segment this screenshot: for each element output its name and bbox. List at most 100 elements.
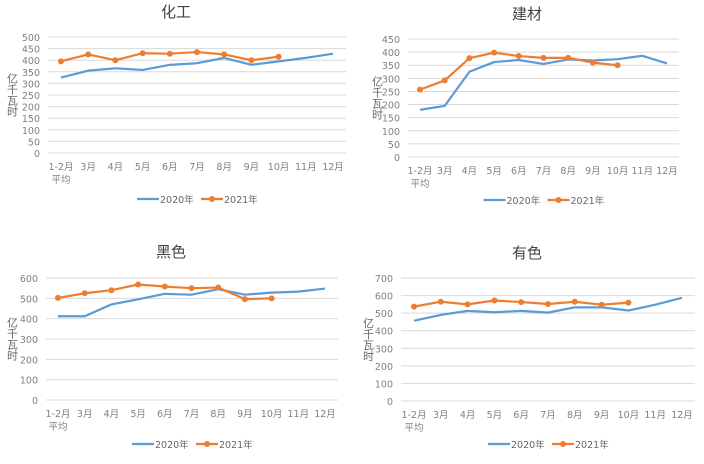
y-tick-label: 500 — [20, 294, 38, 305]
y-tick-label: 200 — [20, 355, 38, 366]
y-tick-label: 150 — [382, 114, 400, 125]
data-point — [248, 57, 255, 64]
x-tick-label: 11月 — [632, 166, 654, 177]
x-tick-label: 11月 — [288, 409, 310, 420]
data-point — [466, 55, 473, 62]
x-tick-label: 10月 — [268, 162, 290, 173]
x-tick-label: 4月 — [460, 410, 476, 421]
y-tick-label: 350 — [22, 68, 40, 79]
x-tick-label: 5月 — [487, 410, 503, 421]
data-point — [464, 301, 471, 308]
chart-4: 有色 0 100 200 300 400 500 600 700 亿千瓦时 1-2月平均 3月 4月 5月… — [362, 244, 695, 451]
x-tick-label: 4月 — [462, 166, 478, 177]
y-axis-label: 亿千瓦时 — [362, 317, 375, 361]
x-tick-label: 6月 — [157, 409, 173, 420]
x-tick-label: 1-2月平均 — [48, 162, 73, 186]
x-tick-label: 6月 — [513, 410, 529, 421]
x-tick-label: 1-2月平均 — [407, 166, 432, 190]
legend-label: 2020年 — [160, 194, 194, 206]
data-point — [81, 290, 88, 297]
y-tick-label: 200 — [375, 362, 393, 373]
y-tick-label: 150 — [22, 114, 40, 125]
x-tick-label: 5月 — [130, 409, 146, 420]
y-tick-label: 400 — [20, 315, 38, 326]
data-point — [437, 298, 444, 305]
data-point — [221, 51, 228, 58]
x-tick-label: 8月 — [210, 409, 226, 420]
x-tick-label: 1-2月平均 — [45, 409, 70, 433]
data-point — [85, 51, 92, 58]
y-tick-label: 50 — [28, 137, 40, 148]
x-tick-label: 11月 — [295, 162, 317, 173]
legend-marker — [204, 441, 210, 447]
x-tick-label: 7月 — [184, 409, 200, 420]
legend-label: 2021年 — [219, 439, 253, 451]
legend-label: 2021年 — [224, 194, 258, 206]
data-point — [139, 50, 146, 57]
data-point — [268, 295, 275, 302]
data-point — [112, 57, 119, 64]
y-tick-label: 50 — [388, 140, 400, 151]
y-tick-label: 0 — [32, 396, 38, 407]
data-point — [275, 53, 282, 60]
data-point — [491, 49, 498, 56]
legend-label: 2020年 — [507, 195, 541, 207]
series-line-2020年 — [58, 287, 326, 318]
x-tick-label: 8月 — [567, 410, 583, 421]
chart-title: 化工 — [161, 3, 191, 21]
x-tick-label: 9月 — [594, 410, 610, 421]
x-tick-label: 12月 — [314, 409, 336, 420]
legend-label: 2020年 — [155, 439, 189, 451]
data-point — [161, 283, 168, 290]
data-point — [441, 77, 448, 84]
x-tick-label: 5月 — [135, 162, 151, 173]
y-tick-label: 0 — [387, 397, 393, 408]
x-tick-label: 6月 — [511, 166, 527, 177]
data-point — [614, 62, 621, 69]
chart-2: 建材 0 50 100 150 200 250 300 350 400 450 亿千瓦时 1-2月平均 3… — [371, 5, 679, 207]
x-tick-label: 7月 — [536, 166, 552, 177]
x-tick-label: 10月 — [607, 166, 629, 177]
data-point — [411, 303, 417, 310]
x-tick-label: 12月 — [671, 410, 693, 421]
y-tick-label: 450 — [382, 35, 400, 46]
y-tick-label: 300 — [22, 79, 40, 90]
y-tick-label: 100 — [20, 376, 38, 387]
x-tick-label: 10月 — [261, 409, 283, 420]
x-tick-label: 7月 — [189, 162, 205, 173]
data-point — [571, 298, 578, 305]
x-tick-label: 9月 — [244, 162, 260, 173]
y-tick-label: 500 — [375, 309, 393, 320]
y-tick-label: 700 — [375, 274, 393, 285]
y-tick-label: 300 — [382, 74, 400, 85]
y-tick-label: 450 — [22, 45, 40, 56]
series-line-2020年 — [60, 52, 334, 79]
y-tick-label: 300 — [375, 344, 393, 355]
data-point — [188, 285, 195, 292]
y-axis-label: 亿千瓦时 — [6, 317, 19, 361]
y-tick-label: 0 — [34, 149, 40, 160]
y-tick-label: 300 — [20, 335, 38, 346]
y-tick-label: 200 — [22, 103, 40, 114]
y-tick-label: 250 — [382, 87, 400, 98]
data-point — [241, 296, 248, 303]
y-tick-label: 400 — [382, 48, 400, 59]
y-tick-label: 250 — [22, 91, 40, 102]
chart-3: 黑色 0 100 200 300 400 500 600 亿千瓦时 1-2月平均 3月 4月 5月 6月 7… — [6, 243, 338, 451]
chart-title: 建材 — [512, 5, 542, 23]
y-tick-label: 600 — [20, 274, 38, 285]
chart-title: 黑色 — [156, 243, 186, 261]
data-point — [215, 284, 222, 291]
data-point — [515, 53, 522, 60]
y-tick-label: 100 — [22, 126, 40, 137]
data-point — [589, 59, 596, 66]
x-tick-label: 12月 — [322, 162, 344, 173]
data-point — [194, 49, 200, 56]
x-tick-label: 4月 — [104, 409, 120, 420]
legend-marker — [209, 196, 215, 202]
y-tick-label: 400 — [375, 327, 393, 338]
x-tick-label: 5月 — [486, 166, 502, 177]
legend-marker — [560, 441, 566, 447]
